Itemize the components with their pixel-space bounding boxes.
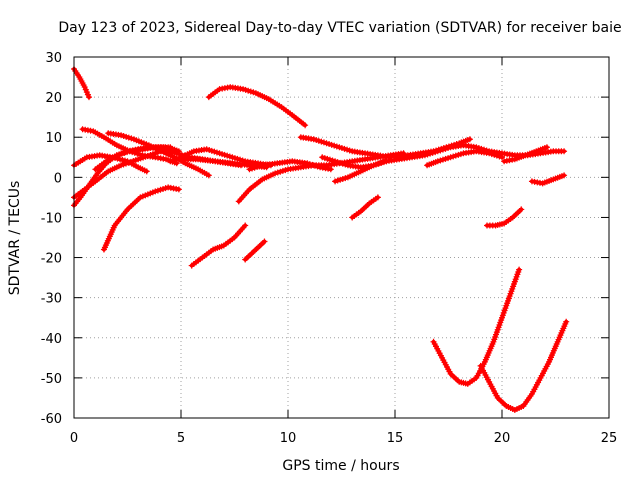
series-arc-24: [501, 144, 550, 165]
series-arc-25: [528, 172, 568, 187]
data-point: [563, 318, 570, 325]
data-point: [466, 136, 473, 143]
x-tick-label: 0: [70, 431, 78, 446]
data-point: [561, 172, 568, 179]
y-tick-label: -40: [41, 332, 62, 347]
y-tick-label: 0: [54, 171, 62, 186]
series-arc-26: [484, 206, 525, 229]
series-arc-12: [205, 84, 309, 129]
x-tick-label: 5: [177, 431, 185, 446]
y-tick-label: 20: [45, 91, 62, 106]
y-tick-label: -60: [41, 412, 62, 427]
data-point: [205, 172, 212, 179]
data-point: [175, 186, 182, 193]
series-arc-7: [100, 184, 182, 253]
data-point: [327, 166, 334, 173]
series-arc-27: [430, 266, 523, 387]
data-point: [516, 266, 523, 273]
x-tick-label: 10: [280, 431, 297, 446]
grid: [74, 57, 609, 418]
series-arc-19: [332, 158, 388, 185]
y-tick-label: -50: [41, 372, 62, 387]
series-arc-20: [349, 194, 381, 221]
axis-ticks: -60 -50 -40 -30 -20 -10 0 10 20 30 0 5 10 15 20 25: [41, 51, 618, 446]
series-arc-22: [392, 136, 473, 161]
series-arc-17: [297, 134, 394, 161]
data-series: [71, 66, 570, 413]
y-tick-label: -20: [41, 252, 62, 267]
series-arc-5: [71, 152, 150, 175]
series-arc-16: [246, 158, 334, 173]
series-arc-14: [242, 238, 268, 263]
series-arc-10: [167, 146, 274, 169]
data-point: [518, 206, 525, 213]
x-tick-label: 25: [601, 431, 618, 446]
series-arc-13: [188, 222, 249, 269]
x-axis-label: GPS time / hours: [282, 458, 399, 474]
y-tick-label: 10: [45, 131, 62, 146]
data-point: [242, 222, 249, 229]
x-tick-label: 20: [494, 431, 511, 446]
data-point: [543, 144, 550, 151]
x-tick-label: 15: [387, 431, 404, 446]
series-arc-1: [71, 66, 92, 101]
chart-title: Day 123 of 2023, Sidereal Day-to-day VTE…: [58, 20, 621, 36]
data-point: [85, 94, 92, 101]
data-point: [374, 194, 381, 201]
y-tick-label: -10: [41, 211, 62, 226]
y-axis-label: SDTVAR / TECUs: [7, 181, 23, 296]
data-point: [302, 122, 309, 129]
data-point: [561, 148, 568, 155]
plot-frame: [73, 56, 610, 419]
data-point: [143, 168, 150, 175]
series-arc-23: [424, 148, 505, 169]
data-point: [499, 154, 505, 161]
series-arc-28: [477, 318, 570, 413]
data-point: [261, 238, 268, 245]
y-tick-label: -30: [41, 292, 62, 307]
y-tick-label: 30: [45, 51, 62, 66]
